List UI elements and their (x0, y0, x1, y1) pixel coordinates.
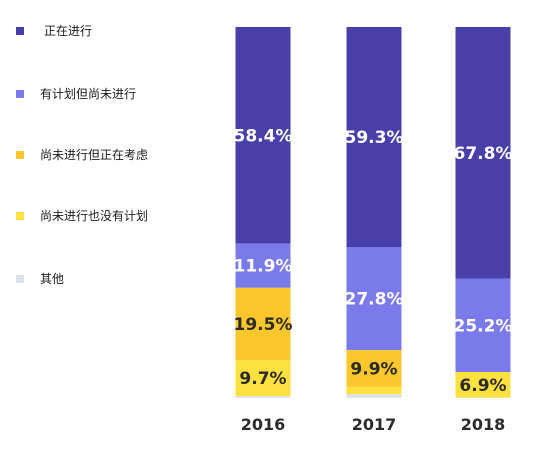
x-tick-label: 2016 (241, 415, 286, 434)
bars (235, 27, 511, 398)
bar-segment (455, 278, 511, 373)
bar-segment (346, 247, 402, 351)
bar-value-label: 58.4% (234, 126, 293, 146)
legend-label: 有计划但尚未进行 (40, 87, 136, 101)
legend-swatch (16, 212, 24, 220)
bar-segment (455, 27, 511, 279)
bar-value-label: 11.9% (234, 257, 293, 277)
bar-value-label: 67.8% (454, 144, 513, 164)
bar-value-label: 19.5% (234, 315, 293, 335)
bar-segment (346, 350, 402, 387)
bar-segment (235, 27, 291, 244)
bar-segment (235, 396, 291, 398)
bar-value-label: 6.9% (459, 376, 506, 396)
bar-value-label: 27.8% (345, 290, 404, 310)
legend-label: 尚未进行也没有计划 (40, 208, 148, 223)
legend-swatch (16, 275, 24, 283)
legend-swatch (16, 151, 24, 159)
bar-value-label: 59.3% (345, 128, 404, 148)
bar-labels: 58.4% 11.9% 19.5% 9.7% 59.3% 27.8% 9.9% 67.8% 25… (234, 126, 513, 395)
legend-swatch (16, 27, 24, 35)
legend-label: 正在进行 (44, 24, 92, 38)
bar-segment (346, 386, 402, 395)
bar-segment (235, 243, 291, 288)
bar-segment (455, 372, 511, 398)
bar-segment (235, 287, 291, 361)
legend-label: 尚未进行但正在考虑 (40, 148, 148, 162)
bar-segment (346, 27, 402, 248)
x-tick-label: 2018 (461, 415, 506, 434)
legend-swatch (16, 90, 24, 98)
legend-label: 其他 (40, 272, 64, 286)
x-tick-label: 2017 (352, 415, 397, 434)
bar-segment (235, 360, 291, 397)
bar-value-label: 9.9% (350, 360, 397, 380)
bar-segment (346, 394, 402, 398)
bar-value-label: 25.2% (454, 316, 513, 336)
x-axis-labels: 2016 2017 2018 (241, 415, 506, 434)
bar-value-label: 9.7% (239, 369, 286, 389)
